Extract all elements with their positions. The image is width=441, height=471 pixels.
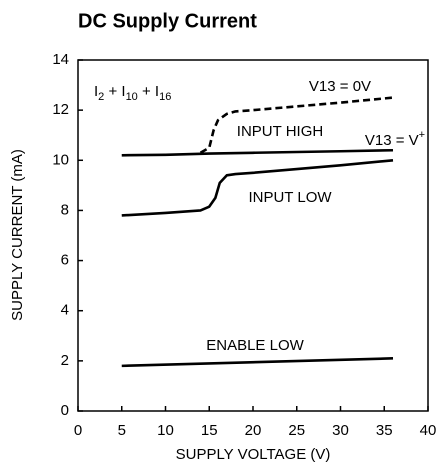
annotation-part: + I — [138, 83, 159, 100]
x-tick-label: 30 — [332, 422, 349, 439]
line — [121, 158, 394, 217]
series-label: INPUT LOW — [248, 189, 332, 206]
series-label: V13 = 0V — [309, 78, 371, 95]
y-tick-label: 6 — [61, 252, 69, 269]
y-tick-label: 0 — [61, 402, 69, 419]
x-tick-label: 35 — [376, 422, 393, 439]
annotation-part: I — [94, 83, 98, 100]
x-axis-label: SUPPLY VOLTAGE (V) — [176, 446, 331, 463]
y-axis-label: SUPPLY CURRENT (mA) — [9, 149, 26, 321]
y-tick-label: 12 — [52, 101, 69, 118]
x-tick-label: 0 — [74, 422, 82, 439]
annotation-part: + — [419, 129, 425, 141]
chart-title: DC Supply Current — [78, 10, 257, 32]
y-tick-label: 10 — [52, 151, 69, 168]
annotation-part: 10 — [126, 91, 138, 103]
y-tick-label: 2 — [61, 352, 69, 369]
x-tick-label: 40 — [420, 422, 437, 439]
x-tick-label: 25 — [288, 422, 305, 439]
annotation-part: 2 — [98, 91, 104, 103]
x-tick-label: 10 — [157, 422, 174, 439]
series-label: INPUT HIGH — [237, 123, 323, 140]
annotation: I2 + I10 + I16 — [94, 83, 171, 103]
line — [121, 148, 394, 157]
y-tick-label: 4 — [61, 302, 69, 319]
x-tick-label: 5 — [118, 422, 126, 439]
x-tick-label: 15 — [201, 422, 218, 439]
x-tick-label: 20 — [245, 422, 262, 439]
annotation-part: 16 — [159, 91, 171, 103]
line — [121, 357, 394, 368]
annotation: V13 = V+ — [365, 129, 425, 149]
y-tick-label: 8 — [61, 201, 69, 218]
annotation-part: + I — [104, 83, 125, 100]
y-tick-label: 14 — [52, 51, 69, 68]
series-label: ENABLE LOW — [206, 337, 304, 354]
annotation-part: V13 = V — [365, 132, 419, 149]
